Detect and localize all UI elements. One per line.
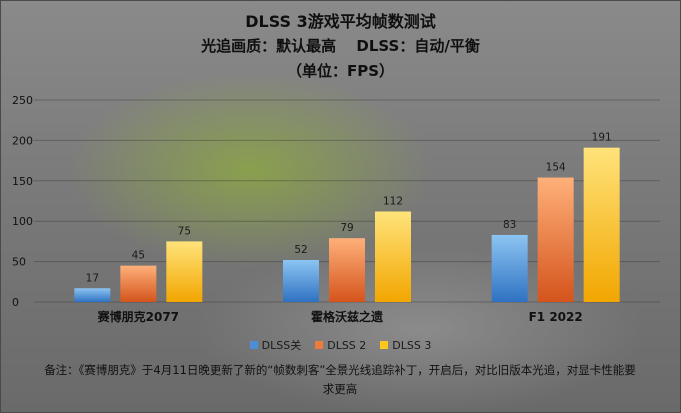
bar-value-label: 52	[294, 244, 307, 256]
bar-2-2	[583, 147, 620, 302]
bar-2-1	[375, 211, 411, 302]
bar-value-label: 75	[178, 225, 191, 237]
bar-value-label: 112	[383, 196, 403, 208]
legend-item-dlss-off: DLSS关	[249, 337, 302, 353]
y-tick-label: 50	[12, 256, 26, 269]
legend-swatch-dlss-2	[315, 341, 324, 349]
legend-swatch-dlss-off	[249, 341, 258, 349]
bar-value-label: 191	[592, 132, 612, 144]
bar-value-label: 83	[503, 219, 516, 231]
bar-value-label: 79	[340, 222, 353, 234]
legend-label-dlss-3: DLSS 3	[392, 338, 432, 352]
bar-2-0	[166, 241, 203, 302]
y-tick-label: 150	[12, 175, 33, 188]
x-category-label: 霍格沃兹之遗	[311, 309, 383, 324]
bar-1-1	[329, 238, 365, 302]
bar-0-1	[283, 259, 319, 302]
legend-label-dlss-off: DLSS关	[261, 339, 302, 352]
x-category-label: F1 2022	[529, 310, 583, 324]
bar-1-0	[120, 265, 157, 302]
legend: DLSS关 DLSS 2 DLSS 3	[0, 337, 681, 353]
legend-item-dlss-3: DLSS 3	[380, 337, 431, 353]
bar-value-label: 154	[546, 162, 566, 174]
chart-title: DLSS 3游戏平均帧数测试	[245, 12, 436, 31]
bar-1-2	[537, 177, 574, 302]
bar-0-2	[491, 234, 528, 302]
y-tick-label: 100	[12, 215, 33, 228]
bar-0-0	[74, 288, 111, 302]
chart-unit: （单位：FPS）	[286, 62, 395, 80]
footnote: 备注：《赛博朋克》于4月11日晚更新了新的“帧数刺客”全景光线追踪补丁，开启后，…	[44, 363, 636, 396]
y-tick-label: 0	[12, 296, 19, 309]
bar-value-label: 45	[132, 250, 145, 262]
legend-label-dlss-2: DLSS 2	[327, 338, 367, 352]
y-tick-label: 250	[12, 94, 33, 107]
y-tick-label: 200	[12, 134, 33, 147]
bar-value-label: 17	[86, 272, 99, 284]
chart-subtitle: 光追画质：默认最高 DLSS：自动/平衡	[201, 37, 480, 55]
legend-item-dlss-2: DLSS 2	[315, 337, 366, 353]
legend-swatch-dlss-3	[380, 341, 389, 349]
x-category-label: 赛博朋克2077	[97, 309, 179, 324]
